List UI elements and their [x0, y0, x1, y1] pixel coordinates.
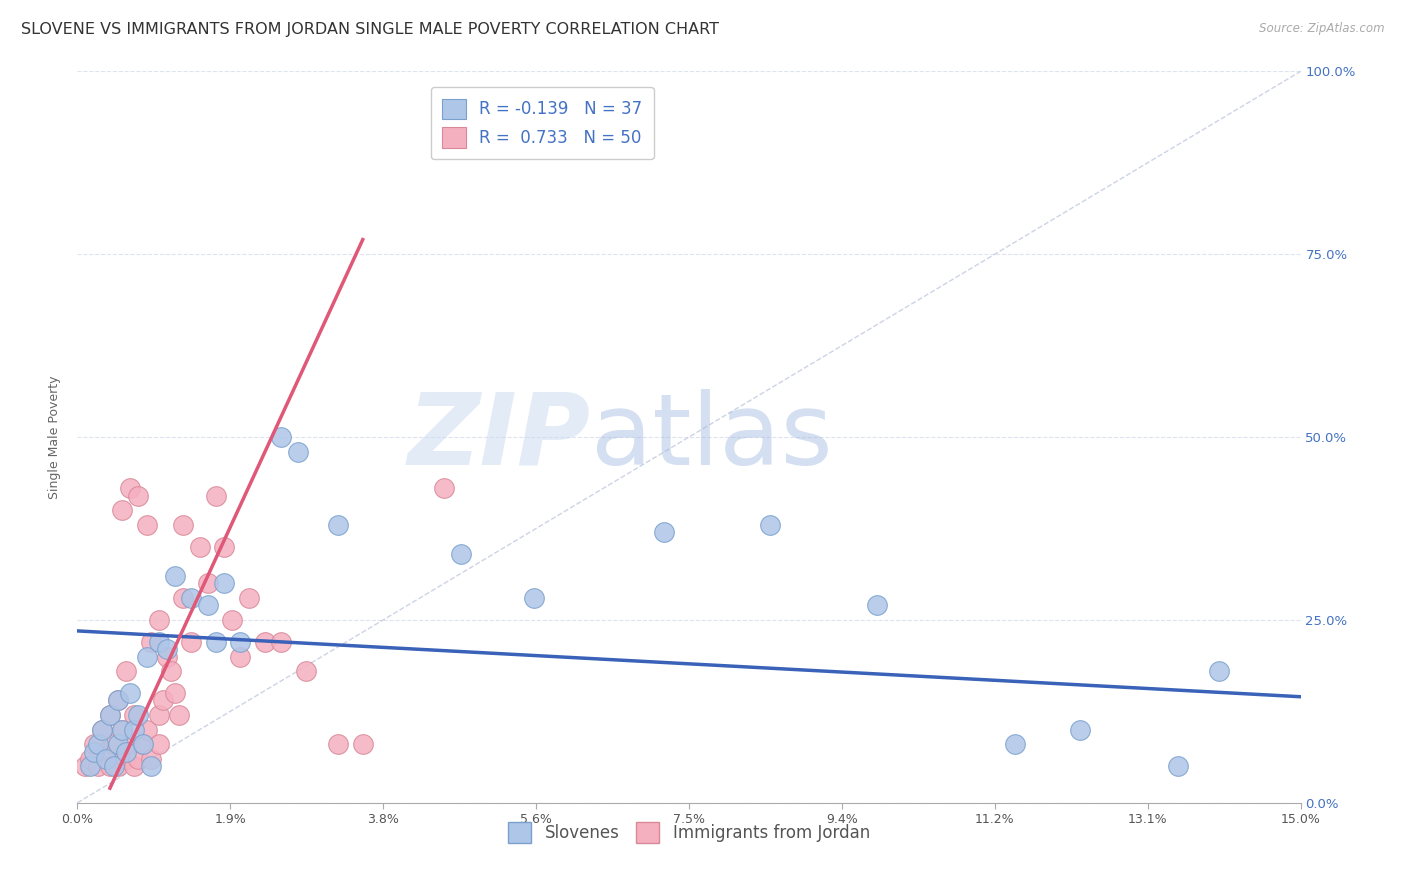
Point	[205, 635, 228, 649]
Point	[160, 664, 183, 678]
Point	[139, 752, 162, 766]
Point	[197, 576, 219, 591]
Point	[433, 481, 456, 495]
Point	[120, 737, 142, 751]
Point	[139, 759, 162, 773]
Point	[124, 723, 146, 737]
Text: ZIP: ZIP	[408, 389, 591, 485]
Point	[115, 745, 138, 759]
Point	[94, 752, 117, 766]
Point	[328, 737, 350, 751]
Point	[111, 723, 134, 737]
Point	[229, 649, 252, 664]
Point	[253, 635, 276, 649]
Point	[165, 686, 187, 700]
Point	[328, 517, 350, 532]
Point	[115, 752, 138, 766]
Point	[523, 591, 546, 605]
Point	[294, 664, 316, 678]
Point	[124, 708, 146, 723]
Point	[107, 693, 129, 707]
Point	[94, 745, 117, 759]
Point	[156, 642, 179, 657]
Point	[90, 723, 112, 737]
Point	[238, 591, 260, 605]
Point	[352, 737, 374, 751]
Point	[197, 599, 219, 613]
Point	[1208, 664, 1230, 678]
Point	[120, 686, 142, 700]
Point	[79, 759, 101, 773]
Point	[103, 737, 125, 751]
Point	[107, 693, 129, 707]
Point	[90, 723, 112, 737]
Point	[287, 444, 309, 458]
Point	[221, 613, 243, 627]
Point	[270, 430, 292, 444]
Point	[180, 591, 202, 605]
Point	[98, 708, 121, 723]
Point	[103, 759, 125, 773]
Point	[1004, 737, 1026, 751]
Point	[450, 547, 472, 561]
Point	[127, 752, 149, 766]
Point	[148, 708, 170, 723]
Point	[865, 599, 887, 613]
Point	[759, 517, 782, 532]
Point	[212, 540, 235, 554]
Point	[98, 708, 121, 723]
Point	[107, 759, 129, 773]
Point	[205, 489, 228, 503]
Point	[135, 723, 157, 737]
Point	[1167, 759, 1189, 773]
Point	[139, 635, 162, 649]
Point	[111, 503, 134, 517]
Point	[169, 708, 191, 723]
Text: Source: ZipAtlas.com: Source: ZipAtlas.com	[1260, 22, 1385, 36]
Point	[1069, 723, 1091, 737]
Point	[115, 664, 138, 678]
Point	[83, 737, 105, 751]
Point	[79, 752, 101, 766]
Point	[127, 708, 149, 723]
Point	[156, 649, 179, 664]
Point	[135, 517, 157, 532]
Point	[172, 517, 194, 532]
Point	[127, 489, 149, 503]
Point	[229, 635, 252, 649]
Text: SLOVENE VS IMMIGRANTS FROM JORDAN SINGLE MALE POVERTY CORRELATION CHART: SLOVENE VS IMMIGRANTS FROM JORDAN SINGLE…	[21, 22, 718, 37]
Point	[152, 693, 174, 707]
Point	[135, 649, 157, 664]
Y-axis label: Single Male Poverty: Single Male Poverty	[48, 376, 62, 499]
Point	[148, 635, 170, 649]
Point	[172, 591, 194, 605]
Point	[165, 569, 187, 583]
Point	[654, 525, 676, 540]
Point	[98, 759, 121, 773]
Point	[188, 540, 211, 554]
Point	[87, 759, 110, 773]
Point	[124, 759, 146, 773]
Point	[131, 737, 153, 751]
Point	[212, 576, 235, 591]
Legend: Slovenes, Immigrants from Jordan: Slovenes, Immigrants from Jordan	[501, 815, 877, 849]
Point	[148, 613, 170, 627]
Point	[120, 481, 142, 495]
Point	[87, 737, 110, 751]
Point	[180, 635, 202, 649]
Point	[270, 635, 292, 649]
Point	[131, 737, 153, 751]
Point	[75, 759, 97, 773]
Point	[111, 723, 134, 737]
Text: atlas: atlas	[591, 389, 832, 485]
Point	[83, 745, 105, 759]
Point	[148, 737, 170, 751]
Point	[107, 737, 129, 751]
